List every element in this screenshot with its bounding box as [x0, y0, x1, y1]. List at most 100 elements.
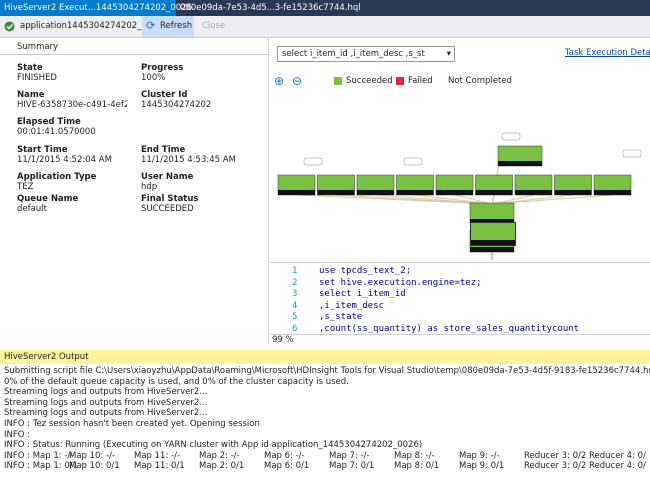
zoom-level: 99 % — [272, 335, 294, 345]
line-number: 2 — [292, 277, 298, 288]
refresh-icon: ⟳ — [146, 19, 156, 32]
dag-edge — [336, 194, 493, 205]
status-cell: Map 10: 0/1 — [69, 461, 120, 472]
code-line: ,count(ss_quantity) as store_sales_quant… — [319, 323, 580, 334]
dag-node-bar — [554, 190, 592, 195]
field-label: Name — [17, 90, 45, 100]
dag-edge — [491, 194, 535, 205]
status-cell: Map 2: 0/1 — [199, 461, 245, 472]
field-value: default — [17, 204, 47, 214]
line-number: 5 — [292, 312, 298, 322]
status-cell: Map 10: -/- — [69, 450, 116, 461]
status-cell: Map 11: 0/1 — [134, 461, 185, 472]
status-cell: Map 8: 0/1 — [394, 461, 440, 472]
dag-node-bar — [317, 190, 355, 195]
field-label: Application Type — [17, 172, 97, 182]
dag-node-bar — [436, 190, 473, 195]
field-label: Elapsed Time — [17, 117, 81, 127]
dag-node-bar — [278, 190, 315, 195]
status-cell: Map 6: -/- — [264, 450, 305, 461]
status-cell: Map 2: -/- — [199, 450, 240, 461]
success-icon — [4, 21, 15, 32]
refresh-label: Refresh — [160, 21, 193, 31]
field-value: FINISHED — [17, 73, 57, 83]
status-cell: Map 9: 0/1 — [459, 461, 505, 472]
dag-edge — [454, 194, 493, 205]
legend-swatch — [334, 77, 342, 85]
dag-callout — [501, 132, 521, 141]
status-cell: Map 11: -/- — [134, 450, 181, 461]
code-editor: 1 use tpcds_text_2; 2 set hive.execution.en… — [270, 262, 650, 335]
dag — [277, 132, 642, 260]
summary-panel: Summary State FINISHED Progress 100% Name HIV… — [0, 38, 269, 344]
field-label: User Name — [141, 172, 194, 182]
field-label: Progress — [141, 63, 184, 73]
field-label: State — [17, 63, 43, 73]
dag-callout — [403, 157, 423, 166]
output-title: HiveServer2 Output — [4, 352, 89, 362]
code-line: select i_item_id — [319, 289, 406, 299]
field-label: Queue Name — [17, 194, 79, 204]
graph-panel: select i_item_id ,i_item_desc ,s_st ▾ Tas… — [270, 38, 650, 262]
zoom-in[interactable]: ⊕ — [274, 74, 285, 88]
output-panel: Submitting script file C:\Users\xiaoyzhu… — [0, 365, 650, 493]
summary-header: Summary — [0, 38, 268, 55]
status-cell: INFO : Map 1: -/- — [4, 450, 74, 461]
output-line: 0% of the default queue capacity is used… — [4, 376, 349, 387]
field-label: Final Status — [141, 194, 199, 204]
status-cell: Map 7: -/- — [329, 450, 370, 461]
close-button[interactable]: Close — [202, 21, 226, 31]
field-value: 11/1/2015 4:52:04 AM — [17, 155, 112, 165]
field-label: Cluster Id — [141, 90, 188, 100]
dag-node-bar — [475, 190, 513, 195]
field-label: End Time — [141, 145, 186, 155]
dag-node-bar — [470, 219, 514, 224]
refresh-button[interactable]: Refresh ⟳ — [142, 16, 194, 37]
status-cell: Reducer 4: 0/ — [589, 461, 646, 472]
code-line: use tpcds_text_2; — [319, 266, 412, 276]
status-cell: Reducer 4: 0/ — [589, 450, 646, 461]
query-select[interactable]: select i_item_id ,i_item_desc ,s_st ▾ — [277, 46, 455, 62]
field-value: HIVE-6358730e-c491-4ef2-b76 — [17, 100, 127, 110]
code-line: ,i_item_desc — [319, 300, 385, 311]
zoom-out[interactable]: ⊖ — [292, 74, 303, 88]
tab-bar: HiveServer2 Execut...1445304274202_0026 … — [0, 0, 650, 16]
legend-label: Not Completed — [448, 76, 512, 86]
line-number: 6 — [292, 323, 298, 334]
field-value: 00:01:41.0570000 — [17, 127, 96, 137]
field-label: Start Time — [17, 145, 68, 155]
output-line: Streaming logs and outputs from HiveServ… — [4, 408, 208, 419]
dag-edge — [375, 194, 493, 205]
status-cell: Reducer 3: 0/2 — [524, 450, 587, 461]
dropdown-arrow: ▾ — [446, 49, 451, 59]
tab[interactable]: HiveServer2 Execut...1445304274202_0026 — [0, 0, 192, 16]
legend-label: Failed — [408, 76, 433, 86]
dag-node-bar — [515, 190, 552, 195]
output-line: Submitting script file C:\Users\xiaoyzhu… — [4, 366, 650, 376]
output-line: INFO : Tez session hasn't been created y… — [4, 419, 260, 429]
summary-title: Summary — [17, 42, 59, 52]
legend-label: Succeeded — [346, 76, 393, 86]
output-line: INFO : — [4, 429, 31, 440]
field-value: TEZ — [17, 182, 34, 192]
field-value: 100% — [141, 73, 166, 83]
dag-callout — [622, 149, 642, 158]
status-cell: Map 8: -/- — [394, 450, 435, 461]
field-value: SUCCEEDED — [141, 204, 194, 214]
code-line: set hive.execution.engine=tez; — [319, 277, 482, 288]
status-cell: Reducer 3: 0/2 — [524, 461, 587, 472]
toolbar: application1445304274202_0026 Refresh ⟳ C… — [0, 16, 650, 38]
legend-swatch — [396, 77, 404, 85]
line-number: 4 — [292, 300, 298, 311]
task-link[interactable]: Task Execution Detail — [565, 48, 650, 58]
line-number: 1 — [292, 266, 298, 276]
output-header: HiveServer2 Output — [0, 350, 650, 364]
tab[interactable]: 080e09da-7e53-4d5...3-fe15236c7744.hql — [180, 3, 361, 13]
dag-edge — [491, 194, 614, 205]
dag-node-bar — [357, 190, 394, 195]
status-cell: INFO : Map 1: 0/1 — [4, 461, 79, 472]
output-line: INFO : Status: Running (Executing on YAR… — [4, 440, 423, 451]
field-value: hdp — [141, 182, 158, 192]
status-cell: Map 7: 0/1 — [329, 461, 375, 472]
